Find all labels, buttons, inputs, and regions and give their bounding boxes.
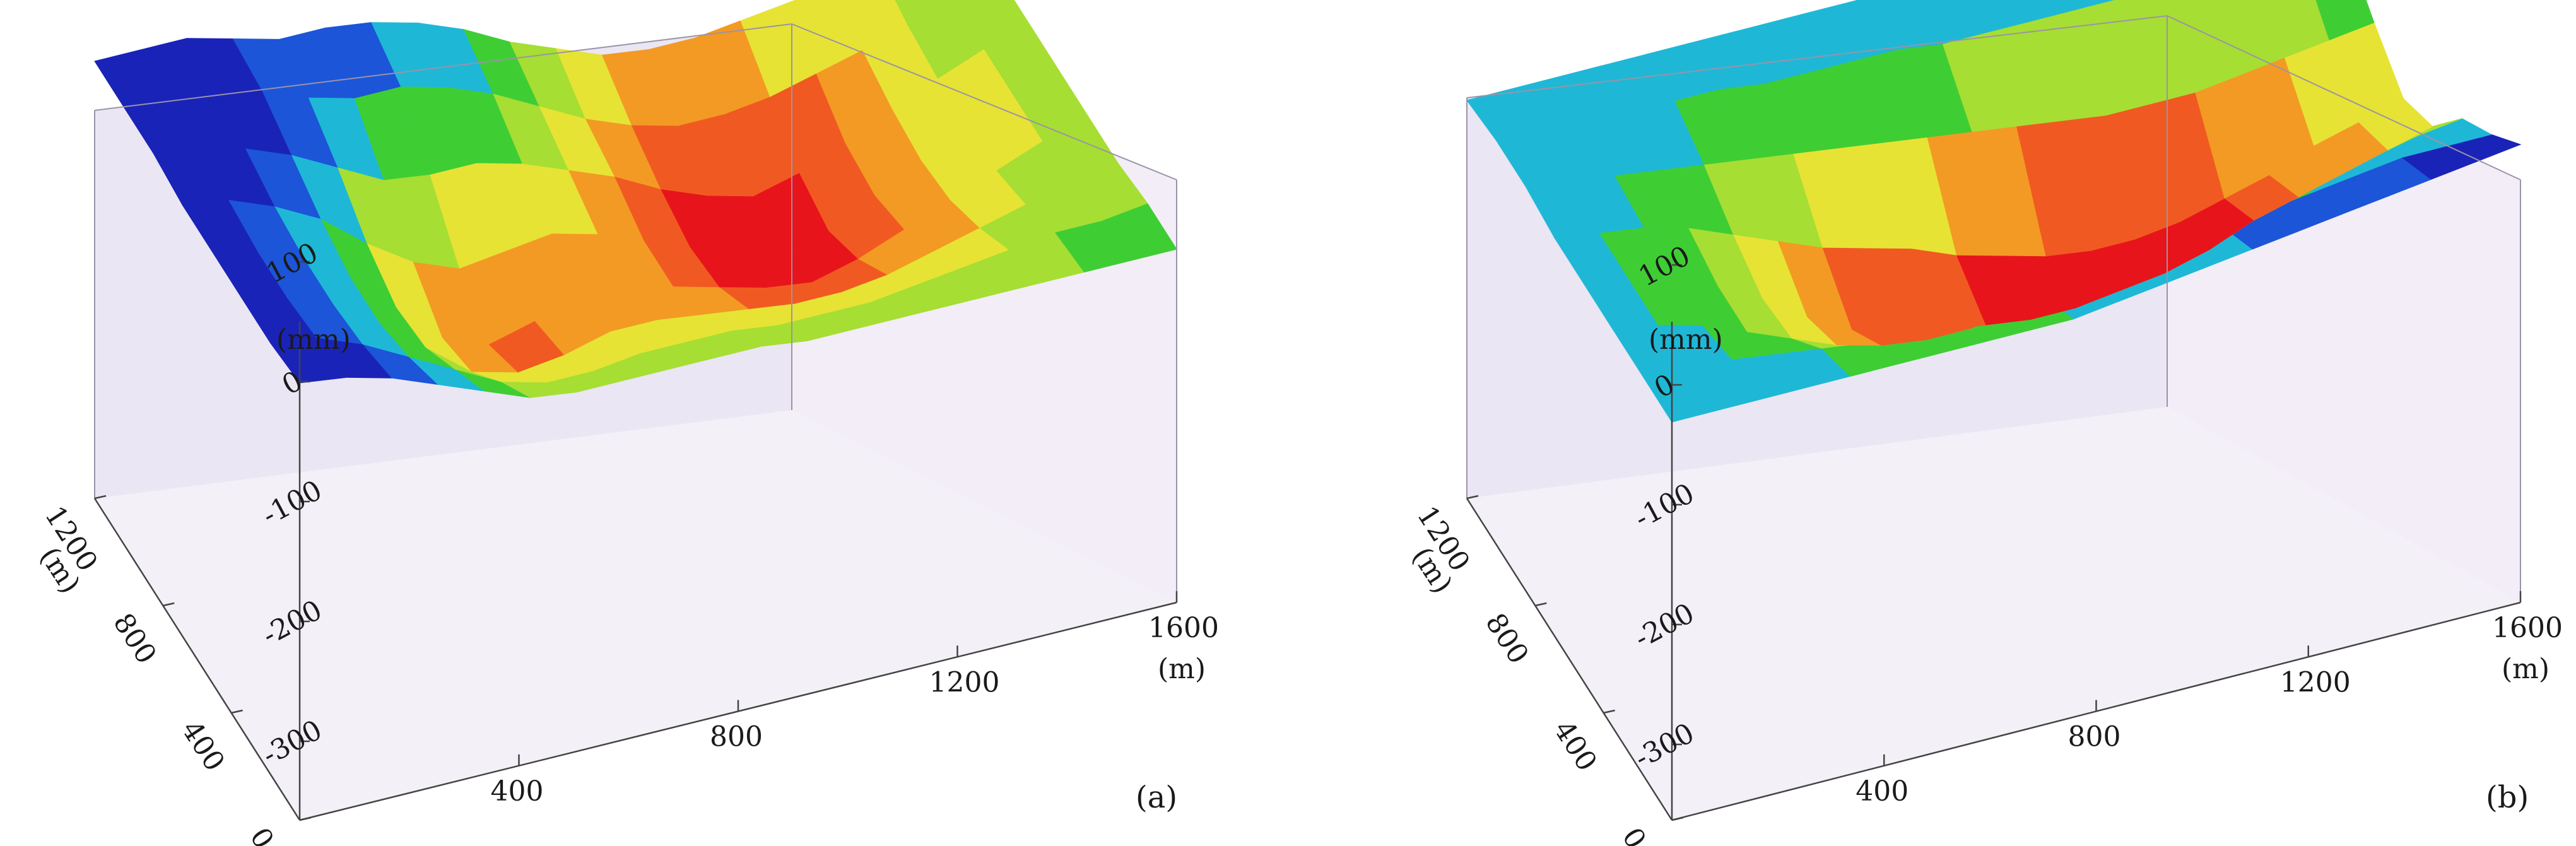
x-tick-label: 800 — [710, 721, 763, 753]
y-tick-mark — [1671, 816, 1684, 821]
x-ticks: 400 800 1200 1600 — [491, 591, 1219, 808]
y-tick-mark — [94, 495, 107, 500]
z-axis-unit: (mm) — [276, 324, 351, 356]
box-floor — [95, 410, 1177, 820]
x-tick-label: 400 — [1856, 775, 1908, 808]
x-ticks: 400 800 1200 1600 — [1856, 591, 2563, 808]
surface-plot — [1466, 0, 2522, 423]
x-tick-label: 400 — [491, 775, 544, 808]
y-axis-line — [1466, 498, 1673, 821]
z-axis-unit: (mm) — [1649, 324, 1723, 356]
box-frame — [1466, 15, 2521, 602]
surface-cell — [953, 0, 962, 4]
surface-cell — [2071, 0, 2115, 10]
y-tick-mark — [163, 602, 175, 607]
x-tick-label: 1600 — [2492, 612, 2563, 644]
y-tick-mark — [1603, 709, 1615, 714]
x-tick-label: 1200 — [2280, 666, 2351, 698]
x-axis-unit: (m) — [1158, 653, 1206, 685]
x-tick-label: 1600 — [1148, 612, 1219, 644]
box-frame — [94, 23, 1177, 602]
x-tick-label: 800 — [2068, 721, 2121, 753]
x-tick-label: 1200 — [929, 666, 1000, 698]
surface-cell — [954, 0, 1031, 50]
surface-cell — [2315, 0, 2375, 41]
y-tick-mark — [231, 709, 243, 714]
surface-plot — [94, 0, 1177, 398]
y-tick-mark — [299, 816, 312, 821]
panel-label-a: (a) — [1136, 780, 1177, 815]
y-tick-mark — [1466, 495, 1479, 500]
y-axis-line — [93, 498, 301, 821]
x-axis-unit: (m) — [2502, 653, 2550, 685]
box-floor — [1467, 407, 2520, 820]
y-tick-mark — [1535, 602, 1547, 607]
panel-label-b: (b) — [2486, 780, 2529, 815]
